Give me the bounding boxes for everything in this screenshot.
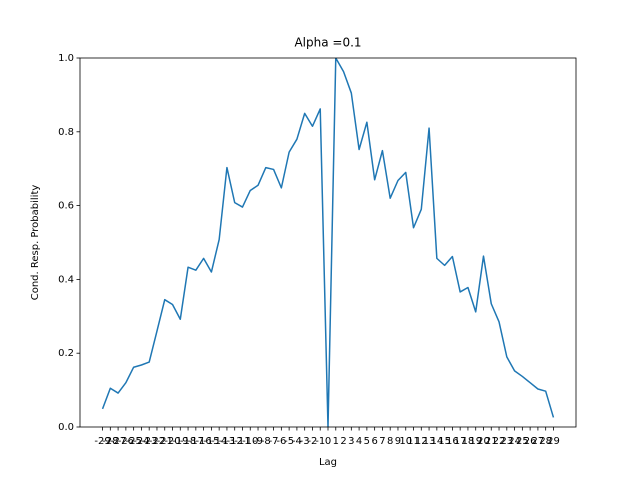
x-tick-label: -3 bbox=[300, 436, 310, 447]
x-tick-label: -27 bbox=[110, 436, 126, 447]
x-tick-label: -5 bbox=[284, 436, 294, 447]
x-tick-label: -21 bbox=[157, 436, 173, 447]
x-tick-label: -14 bbox=[211, 436, 227, 447]
x-tick-label: 7 bbox=[379, 436, 385, 447]
data-line bbox=[101, 58, 555, 427]
x-tick-label: 2 bbox=[340, 436, 346, 447]
x-tick-label: 29 bbox=[547, 436, 560, 447]
x-tick-label: -25 bbox=[125, 436, 141, 447]
x-tick-label: 1 bbox=[333, 436, 339, 447]
y-axis-label: Cond. Resp. Probability bbox=[30, 185, 41, 301]
x-tick-label: 5 bbox=[364, 436, 370, 447]
x-tick-label: -6 bbox=[276, 436, 286, 447]
x-tick-label: 8 bbox=[387, 436, 393, 447]
x-tick-label: -4 bbox=[292, 436, 302, 447]
x-tick-label: 11 bbox=[407, 436, 420, 447]
x-tick-label: 27 bbox=[532, 436, 545, 447]
x-tick-label: 28 bbox=[539, 436, 552, 447]
x-tick-label: -29 bbox=[94, 436, 110, 447]
plot-frame bbox=[79, 57, 577, 428]
x-tick-label: -1 bbox=[315, 436, 325, 447]
x-tick-label: -7 bbox=[269, 436, 279, 447]
x-tick-label: -23 bbox=[141, 436, 157, 447]
x-tick-label: 17 bbox=[454, 436, 467, 447]
y-tick-label: 0.6 bbox=[58, 201, 74, 212]
x-tick-label: 19 bbox=[469, 436, 482, 447]
y-tick-label: 0.8 bbox=[58, 127, 74, 138]
x-tick-label: 23 bbox=[500, 436, 513, 447]
x-tick-label: -13 bbox=[219, 436, 235, 447]
y-tick-label: 0.4 bbox=[58, 274, 74, 285]
x-tick-label: 10 bbox=[399, 436, 412, 447]
y-tick-label: 1.0 bbox=[58, 53, 74, 64]
x-tick-label: 4 bbox=[356, 436, 362, 447]
x-tick-label: 21 bbox=[485, 436, 498, 447]
x-tick-label: 20 bbox=[477, 436, 490, 447]
x-tick-label: -2 bbox=[307, 436, 317, 447]
x-tick-label: 22 bbox=[493, 436, 506, 447]
x-tick-label: -8 bbox=[261, 436, 271, 447]
x-tick-label: -9 bbox=[253, 436, 263, 447]
x-tick-label: 14 bbox=[430, 436, 443, 447]
x-tick-label: -22 bbox=[149, 436, 165, 447]
x-tick-label: 9 bbox=[395, 436, 401, 447]
x-tick-label: -16 bbox=[195, 436, 211, 447]
x-tick-label: 3 bbox=[348, 436, 354, 447]
x-tick-label: -15 bbox=[203, 436, 219, 447]
y-tick-label: 0.2 bbox=[58, 348, 74, 359]
x-tick-label: 15 bbox=[438, 436, 451, 447]
x-tick-label: -10 bbox=[242, 436, 258, 447]
x-tick-label: 13 bbox=[423, 436, 436, 447]
x-tick-label: 6 bbox=[371, 436, 377, 447]
x-tick-label: -11 bbox=[234, 436, 250, 447]
x-tick-label: -28 bbox=[102, 436, 118, 447]
x-tick-label: -12 bbox=[227, 436, 243, 447]
x-tick-label: 24 bbox=[508, 436, 521, 447]
x-tick-label: 26 bbox=[524, 436, 537, 447]
x-tick-label: 25 bbox=[516, 436, 529, 447]
x-tick-label: 12 bbox=[415, 436, 428, 447]
x-tick-label: -26 bbox=[118, 436, 134, 447]
x-tick-label: 16 bbox=[446, 436, 459, 447]
x-tick-label: -20 bbox=[164, 436, 180, 447]
x-axis-label: Lag bbox=[319, 457, 337, 468]
chart-title: Alpha =0.1 bbox=[294, 36, 361, 50]
x-tick-label: -18 bbox=[180, 436, 196, 447]
x-tick-label: -17 bbox=[188, 436, 204, 447]
x-tick-label: 0 bbox=[325, 436, 331, 447]
x-tick-label: -24 bbox=[133, 436, 149, 447]
y-tick-label: 0.0 bbox=[58, 422, 74, 433]
x-tick-label: 18 bbox=[462, 436, 475, 447]
x-tick-label: -19 bbox=[172, 436, 188, 447]
